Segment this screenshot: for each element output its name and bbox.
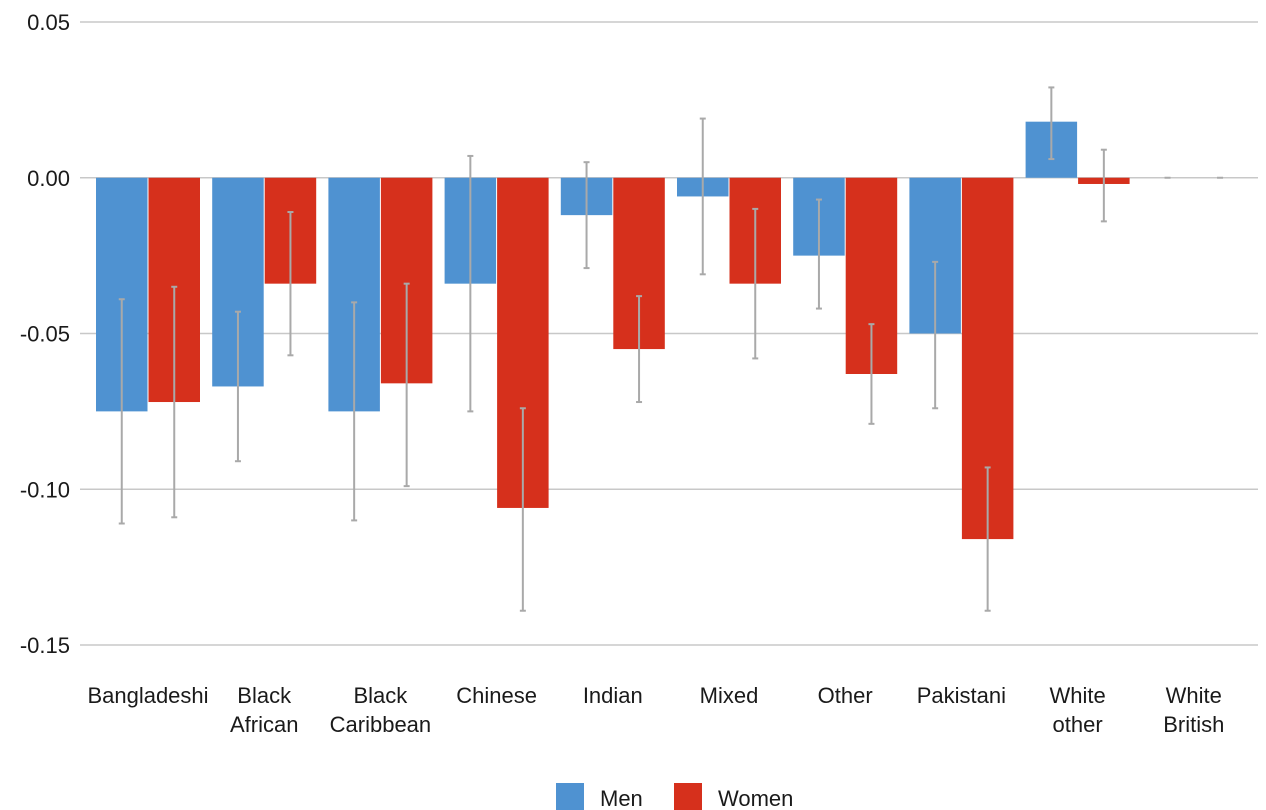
legend: Men Women xyxy=(556,783,793,810)
error-bar xyxy=(467,154,474,413)
y-tick-label: -0.15 xyxy=(20,633,70,658)
legend-item-men: Men xyxy=(556,783,643,810)
x-category-label: Black African xyxy=(230,683,298,737)
error-bar xyxy=(815,198,822,310)
error-bar xyxy=(699,117,706,276)
legend-swatch xyxy=(556,783,584,810)
legend-label: Women xyxy=(718,786,793,810)
x-category-label: Bangladeshi xyxy=(87,683,208,708)
x-axis-labels: Bangladeshi Black African Black Caribbean Chi… xyxy=(87,683,1224,737)
error-bar xyxy=(403,282,410,488)
error-bar xyxy=(868,323,875,425)
error-bars xyxy=(118,86,1224,612)
error-bar xyxy=(1100,148,1107,223)
error-bar xyxy=(583,161,590,270)
error-bar xyxy=(118,298,125,525)
error-bar xyxy=(636,295,643,404)
error-bar xyxy=(171,285,178,519)
legend-label: Men xyxy=(600,786,643,810)
x-category-label: White other xyxy=(1049,683,1105,737)
x-category-label: Chinese xyxy=(456,683,537,708)
y-tick-label: 0.05 xyxy=(27,10,70,35)
error-bar xyxy=(234,310,241,463)
error-bar xyxy=(287,211,294,357)
x-category-label: White British xyxy=(1163,683,1224,737)
error-bar xyxy=(752,207,759,360)
legend-swatch xyxy=(674,783,702,810)
x-category-label: Indian xyxy=(583,683,643,708)
y-axis-ticks: 0.05 0.00 -0.05 -0.10 -0.15 xyxy=(20,10,70,658)
bars xyxy=(96,121,1130,540)
error-bar xyxy=(351,301,358,522)
error-bar xyxy=(1048,86,1055,161)
y-tick-label: -0.05 xyxy=(20,322,70,347)
x-category-label: Black Caribbean xyxy=(330,683,432,737)
error-bar xyxy=(519,407,526,612)
error-bar xyxy=(984,466,991,612)
y-tick-label: 0.00 xyxy=(27,166,70,191)
x-category-label: Mixed xyxy=(700,683,759,708)
x-category-label: Pakistani xyxy=(917,683,1006,708)
y-tick-label: -0.10 xyxy=(20,477,70,502)
x-category-label: Other xyxy=(818,683,873,708)
error-bar xyxy=(932,260,939,410)
legend-item-women: Women xyxy=(674,783,793,810)
